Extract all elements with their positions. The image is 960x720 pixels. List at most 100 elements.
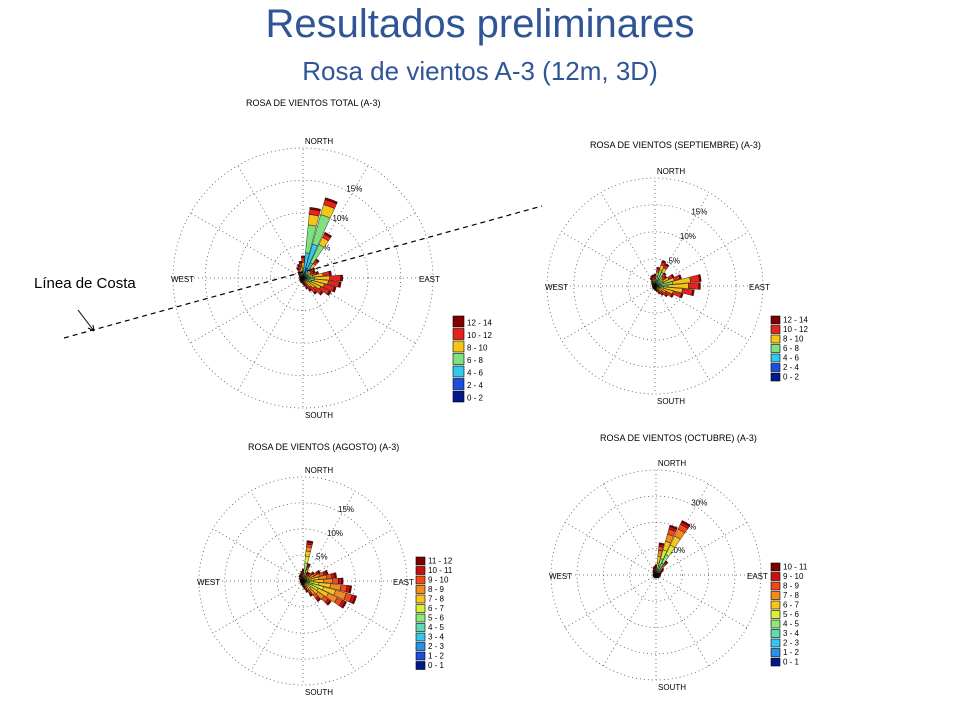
windrose-sector (308, 288, 312, 292)
grid-ring (224, 502, 382, 660)
windrose-sector (661, 567, 665, 571)
windrose-sector (656, 290, 658, 293)
legend-label: 6 - 8 (467, 356, 484, 365)
windrose-sector (657, 576, 660, 579)
windrose-sector (302, 585, 304, 588)
ring-label: 15% (691, 207, 707, 216)
legend-label: 4 - 5 (428, 623, 445, 632)
legend-label: 8 - 10 (783, 335, 804, 344)
windrose-sector (656, 576, 659, 579)
legend-swatch (770, 344, 781, 353)
legend-label: 6 - 7 (428, 604, 445, 613)
legend-swatch (770, 638, 781, 648)
legend-label: 10 - 12 (783, 325, 808, 334)
windrose-september: ROSA DE VIENTOS (SEPTIEMBRE) (A-3) 5% 10% 1… (545, 140, 808, 406)
windrose-sector (306, 571, 310, 574)
legend-swatch (415, 632, 426, 642)
ring-label: 5% (316, 552, 328, 561)
windrose-sector (301, 583, 303, 586)
direction-label: EAST (749, 283, 770, 292)
ring-label: 30% (691, 498, 707, 507)
legend-swatch (452, 328, 465, 340)
legend-label: 4 - 6 (467, 369, 484, 378)
ring-label: 10% (333, 214, 349, 223)
windrose-sector (322, 271, 330, 277)
ring-label: 10% (327, 529, 343, 538)
windrose-sector (313, 290, 318, 295)
windrose-sector (664, 560, 669, 565)
legend-label: 6 - 8 (783, 344, 800, 353)
direction-label: EAST (747, 572, 768, 581)
windrose-sector (338, 281, 342, 288)
grid-ring (204, 179, 402, 377)
windrose-sector (348, 585, 352, 594)
grid-spoke (655, 574, 748, 628)
windrose-sector (300, 582, 303, 585)
grid-spoke (302, 277, 416, 344)
ring-label: 5% (319, 243, 331, 252)
legend-swatch (452, 390, 465, 403)
windrose-sector (319, 291, 324, 296)
windrose-sector (661, 260, 667, 264)
legend-swatch (452, 378, 465, 390)
direction-label: NORTH (657, 167, 686, 176)
grid-spoke (212, 528, 304, 582)
windrose-sector (688, 282, 700, 290)
grid-spoke (302, 277, 369, 391)
grid-spoke (561, 285, 656, 341)
legend-swatch (770, 648, 781, 657)
coastline-arrow-shaft (77, 309, 95, 332)
grid-spoke (603, 574, 657, 667)
grid-spoke (302, 580, 394, 634)
legend-label: 2 - 3 (428, 642, 445, 651)
legend-label: 12 - 14 (467, 319, 492, 328)
grid-spoke (190, 277, 304, 344)
windrose-sector (296, 263, 300, 267)
coastline-arrow-head (87, 324, 95, 332)
legend-swatch (770, 372, 781, 382)
windrose-sector (658, 575, 661, 578)
direction-label: SOUTH (305, 411, 333, 420)
legend-swatch (770, 562, 781, 572)
legend-swatch (452, 315, 465, 328)
windrose-sector (309, 593, 313, 597)
windrose-sector (698, 282, 701, 290)
direction-label: NORTH (305, 137, 334, 146)
legend-swatch (770, 353, 781, 363)
windrose-sector (341, 577, 344, 585)
windrose-sector (659, 572, 662, 575)
legend-label: 5 - 6 (783, 610, 800, 619)
windrose-sector (656, 266, 660, 270)
windrose-sector (296, 267, 300, 271)
legend-label: 2 - 3 (783, 639, 800, 648)
windrose-sector (301, 570, 305, 573)
windrose-sector (298, 278, 302, 280)
windrose-sector (305, 590, 309, 593)
windrose-sector (317, 569, 321, 574)
windrose-sector (307, 214, 320, 227)
windrose-sector (309, 207, 321, 212)
grid-spoke (302, 165, 369, 279)
windrose-sector (663, 275, 668, 279)
coastline-dashed-line (63, 205, 543, 339)
grid-spoke (302, 490, 356, 582)
coastline (63, 205, 543, 339)
legend-swatch (452, 353, 465, 365)
windrose-sector (323, 578, 333, 584)
windrose-sector (315, 258, 320, 263)
outer-ring (172, 147, 434, 409)
windrose-sector (325, 569, 329, 575)
grid-spoke (190, 212, 304, 279)
legend-label: 11 - 12 (428, 557, 453, 566)
windrose-sector (670, 273, 675, 278)
legend-label: 1 - 2 (783, 648, 800, 657)
legend-swatch (415, 642, 426, 651)
windrose-sector (681, 520, 691, 527)
ring-label: 5% (668, 256, 680, 265)
legend-label: 12 - 14 (783, 316, 808, 325)
legend-swatch (770, 600, 781, 610)
slide-title: Resultados preliminares (265, 2, 695, 46)
direction-label: WEST (549, 572, 572, 581)
grid-ring (629, 548, 683, 602)
grid-ring (576, 495, 736, 655)
